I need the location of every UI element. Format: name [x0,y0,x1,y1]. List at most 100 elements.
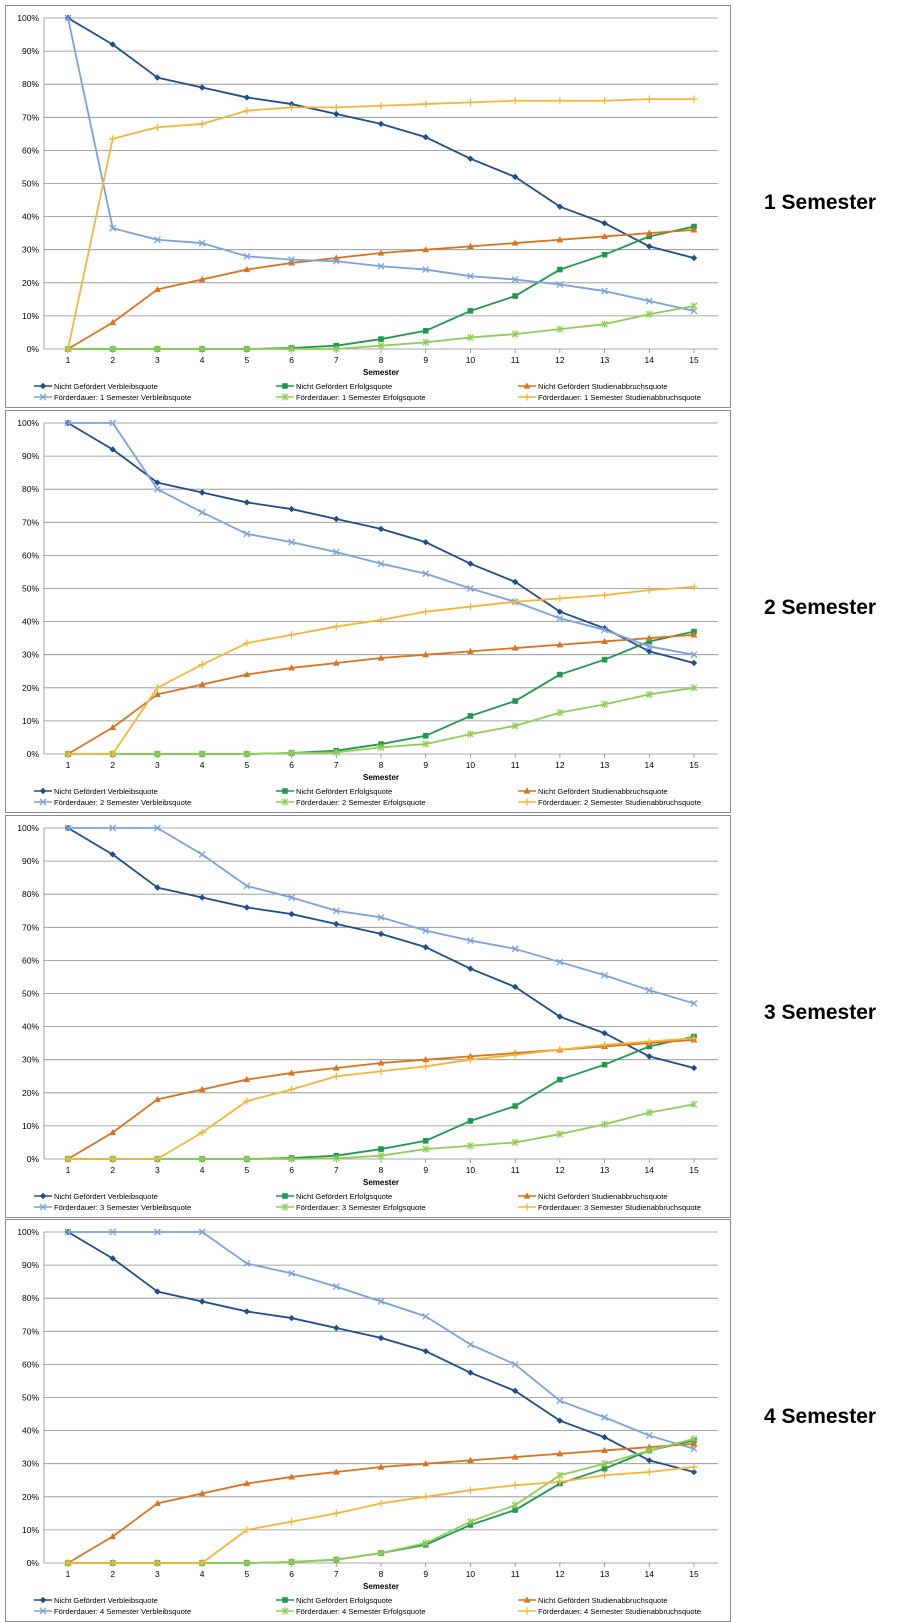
data-point [198,851,206,858]
data-point [243,530,251,538]
data-point [377,1499,385,1508]
legend-marker [39,393,47,401]
x-tick-label: 5 [244,1569,249,1579]
data-point [511,1360,519,1368]
series-line [67,98,694,350]
y-tick-label: 40% [22,1426,39,1436]
data-point [198,750,206,758]
data-point [332,659,340,666]
y-tick-label: 30% [22,1459,39,1469]
series-line [67,633,695,755]
data-point [466,1056,475,1064]
data-point [690,1463,698,1471]
x-tick-label: 4 [200,355,205,365]
data-point [377,913,385,921]
data-point [333,515,340,523]
data-point [511,644,519,651]
legend-entry: Nicht Gefördert Erfolgsquote [276,1192,392,1201]
x-tick-label: 6 [289,355,294,365]
y-tick-label: 60% [22,550,39,560]
data-point [153,485,161,493]
data-point [332,907,340,915]
data-point [601,1030,608,1037]
data-point [333,110,340,118]
data-point [645,1109,653,1117]
data-point [198,1559,206,1567]
legend-marker [523,1607,531,1615]
legend-entry: Nicht Gefördert Verbleibsquote [34,787,158,796]
data-point [422,133,429,141]
data-point [109,723,117,731]
data-point [153,236,161,244]
data-point [422,1347,429,1355]
data-point [556,594,564,603]
data-point [601,1413,609,1421]
legend-entry: Nicht Gefördert Studienabbruchsquote [518,382,668,391]
data-point [109,419,117,427]
x-tick-label: 1 [66,1165,71,1175]
data-point [64,824,72,832]
data-point [332,1556,340,1564]
data-point [64,1559,72,1567]
data-point [467,965,474,972]
y-tick-label: 90% [22,451,39,461]
x-tick-label: 4 [200,1165,205,1175]
data-point [109,750,117,758]
data-point [64,1155,72,1163]
data-point [601,626,609,634]
data-point [422,100,430,108]
data-point [198,1228,206,1236]
data-point [288,256,296,264]
legend-label: Nicht Gefördert Erfolgsquote [296,787,392,796]
data-point [467,1052,474,1059]
data-point [377,930,385,938]
data-point [243,345,251,353]
data-point [556,958,564,966]
y-tick-label: 90% [22,1260,39,1270]
x-tick-label: 13 [600,355,610,365]
y-tick-label: 100% [17,823,39,833]
data-point [243,1308,251,1315]
data-point [198,84,206,91]
series-4 [64,824,698,1007]
y-tick-label: 20% [22,683,39,693]
data-point [377,616,385,624]
data-point [153,824,161,832]
data-point [601,1460,608,1468]
series-6 [64,1034,698,1163]
x-tick-label: 10 [466,355,476,365]
data-point [198,894,206,901]
data-point [198,120,206,128]
data-point [288,1269,296,1277]
data-point [467,713,474,719]
data-point [288,345,295,353]
data-point [511,983,519,991]
data-point [154,690,161,698]
data-point [288,664,295,671]
x-tick-label: 2 [110,355,115,365]
data-point [377,654,385,661]
data-point [377,262,385,270]
line-chart-3: 0%10%20%30%40%50%60%70%80%90%100%1 2 3 4 5 6 7… [17,823,718,1212]
legend-entry: Förderdauer: 1 Semester Erfolgsquote [276,393,426,402]
x-tick-label: 10 [466,760,476,770]
data-point [556,280,564,288]
data-point [690,302,698,310]
data-point [377,102,385,110]
data-point [377,1298,385,1305]
data-point [511,722,519,730]
x-tick-label: 4 [200,1569,205,1579]
data-point [601,287,609,295]
data-point [422,740,430,748]
y-tick-label: 0% [27,1154,40,1164]
data-point [511,1501,519,1509]
legend-marker [282,1597,288,1603]
data-point [377,1334,385,1342]
data-point [243,1526,251,1534]
data-point [154,1095,161,1103]
y-tick-label: 0% [27,749,40,759]
data-point [601,1061,608,1068]
data-point [243,750,251,758]
data-point [153,123,162,131]
data-point [511,578,519,586]
